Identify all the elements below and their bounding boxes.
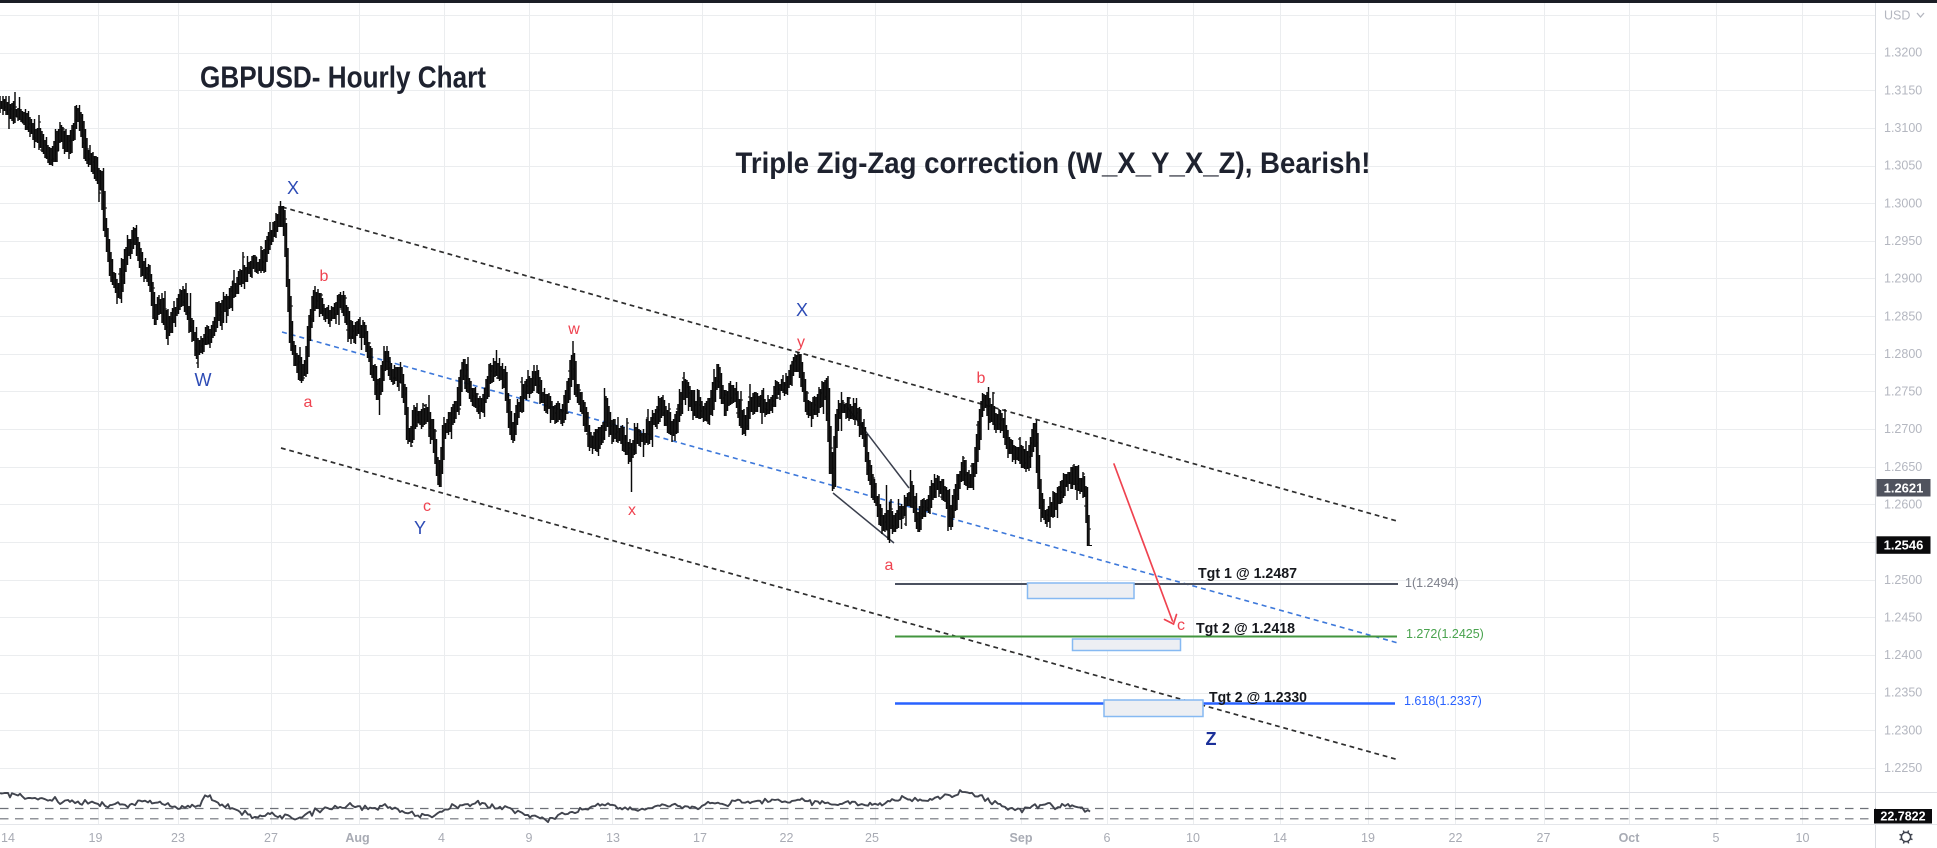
svg-text:1(1.2494): 1(1.2494) bbox=[1405, 576, 1459, 590]
svg-text:1.3050: 1.3050 bbox=[1884, 159, 1922, 173]
svg-text:c: c bbox=[423, 498, 431, 515]
svg-text:1.2450: 1.2450 bbox=[1884, 610, 1922, 624]
svg-text:X: X bbox=[287, 178, 299, 198]
svg-text:6: 6 bbox=[1104, 831, 1111, 845]
svg-text:22.7822: 22.7822 bbox=[1880, 810, 1925, 824]
svg-text:19: 19 bbox=[1361, 831, 1375, 845]
svg-text:1.2250: 1.2250 bbox=[1884, 761, 1922, 775]
svg-text:14: 14 bbox=[1, 831, 15, 845]
svg-text:27: 27 bbox=[264, 831, 278, 845]
svg-text:1.2800: 1.2800 bbox=[1884, 347, 1922, 361]
svg-text:a: a bbox=[885, 557, 894, 574]
svg-text:9: 9 bbox=[526, 831, 533, 845]
svg-text:Y: Y bbox=[414, 518, 426, 538]
svg-text:1.2750: 1.2750 bbox=[1884, 385, 1922, 399]
svg-text:X: X bbox=[796, 300, 808, 320]
svg-text:1.2500: 1.2500 bbox=[1884, 573, 1922, 587]
svg-text:Z: Z bbox=[1206, 729, 1217, 749]
svg-text:b: b bbox=[977, 370, 986, 387]
svg-text:1.3000: 1.3000 bbox=[1884, 196, 1922, 210]
svg-text:Oct: Oct bbox=[1619, 831, 1641, 845]
svg-text:W: W bbox=[195, 370, 212, 390]
svg-text:GBPUSD- Hourly Chart: GBPUSD- Hourly Chart bbox=[200, 60, 486, 95]
svg-text:22: 22 bbox=[780, 831, 794, 845]
svg-text:x: x bbox=[628, 502, 636, 519]
svg-text:4: 4 bbox=[438, 831, 445, 845]
svg-text:1.2621: 1.2621 bbox=[1884, 480, 1924, 495]
svg-text:1.2400: 1.2400 bbox=[1884, 648, 1922, 662]
svg-text:5: 5 bbox=[1713, 831, 1720, 845]
svg-text:Tgt 2 @ 1.2330: Tgt 2 @ 1.2330 bbox=[1209, 690, 1307, 706]
svg-text:25: 25 bbox=[865, 831, 879, 845]
svg-text:1.2900: 1.2900 bbox=[1884, 272, 1922, 286]
svg-text:w: w bbox=[567, 321, 580, 338]
svg-text:Aug: Aug bbox=[345, 831, 369, 845]
svg-text:17: 17 bbox=[693, 831, 707, 845]
svg-text:1.2546: 1.2546 bbox=[1884, 538, 1924, 553]
svg-text:1.2950: 1.2950 bbox=[1884, 234, 1922, 248]
svg-text:1.2850: 1.2850 bbox=[1884, 309, 1922, 323]
svg-text:1.2700: 1.2700 bbox=[1884, 422, 1922, 436]
svg-text:a: a bbox=[304, 394, 313, 411]
svg-text:10: 10 bbox=[1186, 831, 1200, 845]
svg-text:14: 14 bbox=[1273, 831, 1287, 845]
svg-text:27: 27 bbox=[1537, 831, 1551, 845]
svg-text:1.272(1.2425): 1.272(1.2425) bbox=[1406, 627, 1484, 641]
svg-text:c: c bbox=[1177, 617, 1185, 634]
svg-text:Sep: Sep bbox=[1010, 831, 1033, 845]
svg-text:b: b bbox=[320, 268, 329, 285]
svg-text:1.618(1.2337): 1.618(1.2337) bbox=[1404, 694, 1482, 708]
svg-text:13: 13 bbox=[606, 831, 620, 845]
svg-text:10: 10 bbox=[1796, 831, 1810, 845]
svg-text:1.3150: 1.3150 bbox=[1884, 83, 1922, 97]
svg-text:USD: USD bbox=[1884, 9, 1910, 23]
svg-text:y: y bbox=[797, 334, 805, 351]
svg-text:Tgt 2 @ 1.2418: Tgt 2 @ 1.2418 bbox=[1196, 621, 1295, 637]
svg-text:Tgt 1 @ 1.2487: Tgt 1 @ 1.2487 bbox=[1198, 566, 1297, 582]
svg-text:19: 19 bbox=[89, 831, 103, 845]
svg-text:1.2350: 1.2350 bbox=[1884, 686, 1922, 700]
svg-text:1.3100: 1.3100 bbox=[1884, 121, 1922, 135]
svg-text:1.2600: 1.2600 bbox=[1884, 498, 1922, 512]
svg-text:22: 22 bbox=[1449, 831, 1463, 845]
svg-text:Triple Zig-Zag correction (W_X: Triple Zig-Zag correction (W_X_Y_X_Z), B… bbox=[736, 147, 1371, 180]
svg-text:1.2300: 1.2300 bbox=[1884, 723, 1922, 737]
svg-text:1.3200: 1.3200 bbox=[1884, 46, 1922, 60]
svg-text:23: 23 bbox=[171, 831, 185, 845]
svg-text:1.2650: 1.2650 bbox=[1884, 460, 1922, 474]
